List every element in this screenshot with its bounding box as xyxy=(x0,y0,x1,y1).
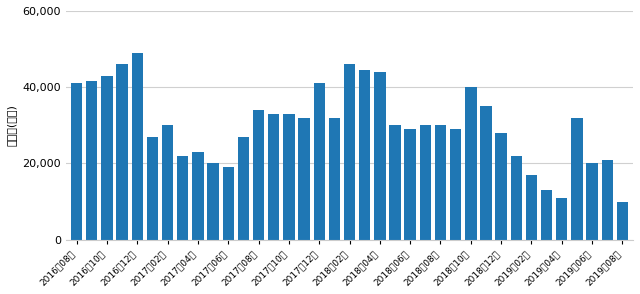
Bar xyxy=(101,76,113,240)
Bar xyxy=(283,114,294,240)
Bar xyxy=(329,118,340,240)
Bar xyxy=(404,129,416,240)
Bar xyxy=(556,198,568,240)
Bar xyxy=(511,156,522,240)
Bar xyxy=(586,163,598,240)
Bar xyxy=(480,106,492,240)
Bar xyxy=(526,175,537,240)
Bar xyxy=(572,118,582,240)
Bar xyxy=(71,83,83,240)
Bar xyxy=(207,163,219,240)
Bar xyxy=(541,190,552,240)
Bar xyxy=(177,156,188,240)
Bar xyxy=(147,137,158,240)
Bar xyxy=(298,118,310,240)
Bar xyxy=(223,167,234,240)
Bar xyxy=(495,133,507,240)
Bar xyxy=(359,70,371,240)
Bar xyxy=(162,125,173,240)
Bar xyxy=(253,110,264,240)
Bar xyxy=(192,152,204,240)
Bar xyxy=(389,125,401,240)
Bar xyxy=(132,53,143,240)
Bar xyxy=(435,125,446,240)
Bar xyxy=(314,83,325,240)
Bar xyxy=(86,81,97,240)
Bar xyxy=(116,64,128,240)
Bar xyxy=(344,64,355,240)
Bar xyxy=(268,114,280,240)
Y-axis label: 거래량(건수): 거래량(건수) xyxy=(7,104,17,146)
Bar xyxy=(602,160,613,240)
Bar xyxy=(420,125,431,240)
Bar xyxy=(450,129,461,240)
Bar xyxy=(374,72,385,240)
Bar xyxy=(237,137,249,240)
Bar xyxy=(465,87,477,240)
Bar xyxy=(617,202,628,240)
